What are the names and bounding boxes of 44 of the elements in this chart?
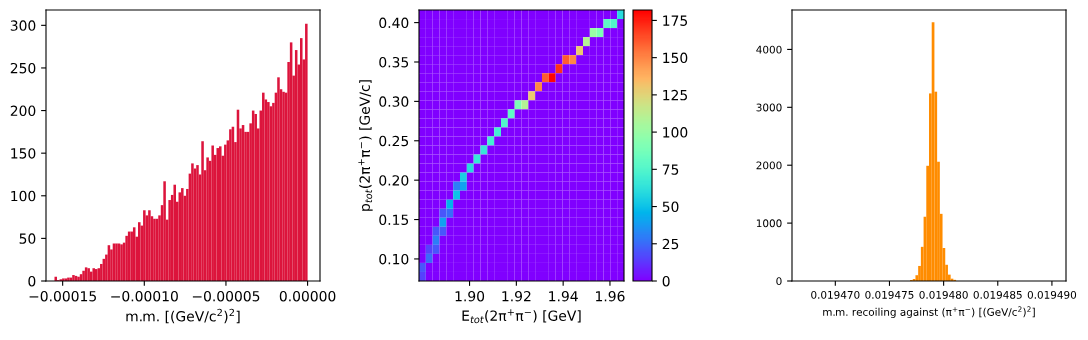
x-axis-title: E$_{tot}$(2π$^{+}$π$^{−}$) [GeV] (462, 309, 581, 324)
y-tick-label: 2000 (756, 161, 782, 170)
y-tick-label: 0.10 (379, 253, 409, 265)
text: m.m. recoiling against (π$^{+}$π$^{−}$) [(GeV/c$^{2}$)$^{2}$] (823, 306, 1035, 318)
y-tick-label: 300 (10, 20, 36, 31)
y-tick-label: 0.25 (379, 135, 409, 147)
x-tick-label: 1.92 (502, 290, 531, 302)
x-tick-label: 1.96 (596, 290, 625, 302)
x-tick-label: 0.019485 (973, 290, 1022, 299)
y-tick-label: 0.30 (379, 96, 409, 107)
x-tick-label: −0.00005 (192, 290, 260, 302)
color-bar-label: 0 (662, 275, 670, 287)
y-tick-label: 0.15 (379, 214, 409, 226)
color-bar-label: 125 (663, 89, 688, 101)
x-tick-label: 0.019470 (811, 290, 860, 299)
color-bar-label: 75 (662, 164, 679, 175)
y-tick-label: 0 (776, 277, 782, 286)
color-bar-label: 25 (662, 238, 679, 250)
x-tick-label: 0.019480 (919, 290, 968, 299)
x-tick-label: 0.00000 (279, 290, 336, 302)
x-tick-label: −0.00015 (29, 290, 96, 302)
y-tick-label: 100 (11, 190, 36, 202)
y-tick-label: 50 (19, 233, 36, 244)
y-tick-label: 3000 (756, 103, 782, 112)
y-tick-label: 150 (11, 148, 36, 159)
color-bar-label: 175 (663, 15, 688, 26)
x-tick-label: 0.019490 (1027, 290, 1077, 299)
color-bar-label: 150 (663, 52, 688, 64)
y-tick-label: 0.20 (379, 175, 409, 186)
y-tick-label: 0 (28, 275, 36, 287)
y-tick-label: 4000 (756, 45, 782, 54)
y-tick-label: 200 (10, 105, 36, 117)
x-tick-label: −0.00010 (111, 290, 178, 302)
color-bar-label: 50 (662, 201, 679, 213)
y-axis-title: p$_{tot}$(2π$^{+}$π$^{−}$) [GeV/c] (358, 80, 373, 211)
y-tick-label: 0.35 (379, 56, 409, 68)
color-bar-label: 100 (663, 127, 688, 138)
x-tick-label: 0.019475 (865, 290, 914, 299)
x-tick-label: 1.94 (549, 290, 578, 302)
y-tick-label: 0.40 (379, 17, 409, 29)
y-tick-label: 1000 (756, 219, 782, 228)
x-axis-title: m.m. [(GeV/c$^{2}$)$^{2}$] (126, 308, 240, 324)
x-tick-label: 1.90 (455, 290, 485, 302)
y-tick-label: 250 (10, 62, 36, 74)
